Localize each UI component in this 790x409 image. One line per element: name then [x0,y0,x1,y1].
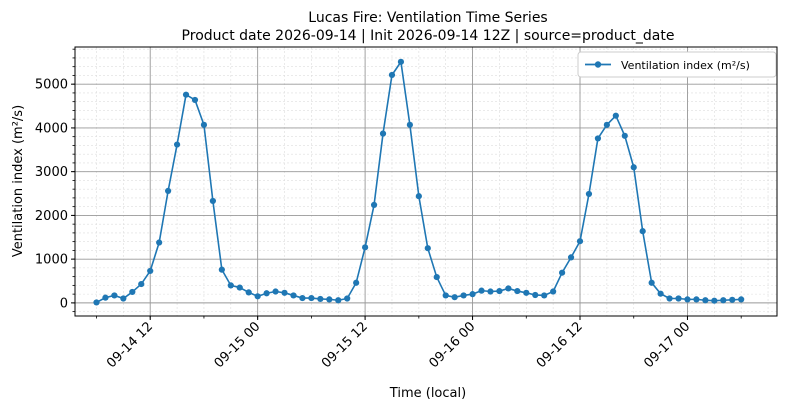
y-tick-label: 5000 [35,78,68,93]
data-point [236,284,243,291]
legend-marker-swatch [594,61,602,68]
data-point [496,287,503,295]
data-point [335,297,342,304]
data-point [263,290,270,297]
data-point [684,296,691,303]
data-point [550,288,557,295]
data-point [227,282,234,289]
data-point [514,287,521,295]
data-point [702,297,709,304]
data-point [182,91,190,98]
data-point [478,287,485,294]
data-point [711,297,718,304]
data-point [541,292,548,299]
data-point [523,289,530,296]
data-point [156,239,163,246]
y-tick-label: 4000 [35,121,68,136]
chart-title: Lucas Fire: Ventilation Time Series [308,10,547,26]
data-point [290,292,297,299]
data-point [353,279,360,286]
data-point [460,292,467,299]
legend-label: Ventilation index (m²/s) [621,59,750,72]
data-point [245,289,252,296]
data-point [272,288,279,295]
data-point [362,244,369,251]
data-point [388,71,396,79]
data-point [585,190,593,198]
data-point [120,295,127,302]
data-point [693,296,700,303]
y-tick-label: 3000 [35,165,68,180]
data-point [424,245,431,252]
data-point [147,267,154,275]
data-point [370,201,378,208]
chart-subtitle: Product date 2026-09-14 | Init 2026-09-1… [182,28,675,44]
y-tick-label: 0 [60,296,68,311]
data-point [487,288,494,295]
data-point [93,299,100,306]
data-point [630,164,637,171]
data-point [191,96,199,104]
data-point [639,228,646,235]
data-point [209,197,216,205]
data-point [603,121,610,128]
data-point [559,269,566,276]
data-point [576,238,584,245]
legend-box [577,51,777,78]
data-point [433,273,440,281]
x-axis-label: Time (local) [389,386,466,401]
data-point [621,132,628,139]
data-point [657,290,664,297]
data-point [612,112,619,119]
data-point [299,294,306,302]
data-point [344,295,351,302]
data-point [111,292,118,299]
data-point [138,280,145,288]
data-point [254,293,261,300]
data-point [379,130,387,137]
data-point [567,254,575,261]
data-point [675,295,682,302]
data-point [165,187,172,194]
plot-frame [74,46,778,317]
y-tick-label: 1000 [35,253,68,268]
data-point [594,135,602,142]
data-point [720,297,727,304]
data-point [281,289,288,296]
data-point [406,121,413,128]
data-point [200,121,208,128]
data-point [469,291,476,298]
data-point [317,295,324,303]
data-point [666,295,673,302]
data-point [415,193,422,200]
data-point [729,296,736,303]
data-point [326,296,333,303]
data-point [308,294,315,302]
data-point [218,266,225,273]
data-point [505,285,512,292]
data-point [397,58,405,65]
legend: Ventilation index (m²/s) [577,51,777,78]
data-point [173,141,181,148]
y-tick-label: 2000 [35,209,68,224]
series-layer [93,58,745,306]
y-axis-label: Ventilation index (m²/s) [11,105,26,257]
data-point [129,288,136,296]
data-point [532,291,539,299]
data-point [442,292,449,299]
data-point [102,294,109,301]
data-point [738,296,745,303]
data-point [451,294,458,301]
data-point [648,279,655,286]
